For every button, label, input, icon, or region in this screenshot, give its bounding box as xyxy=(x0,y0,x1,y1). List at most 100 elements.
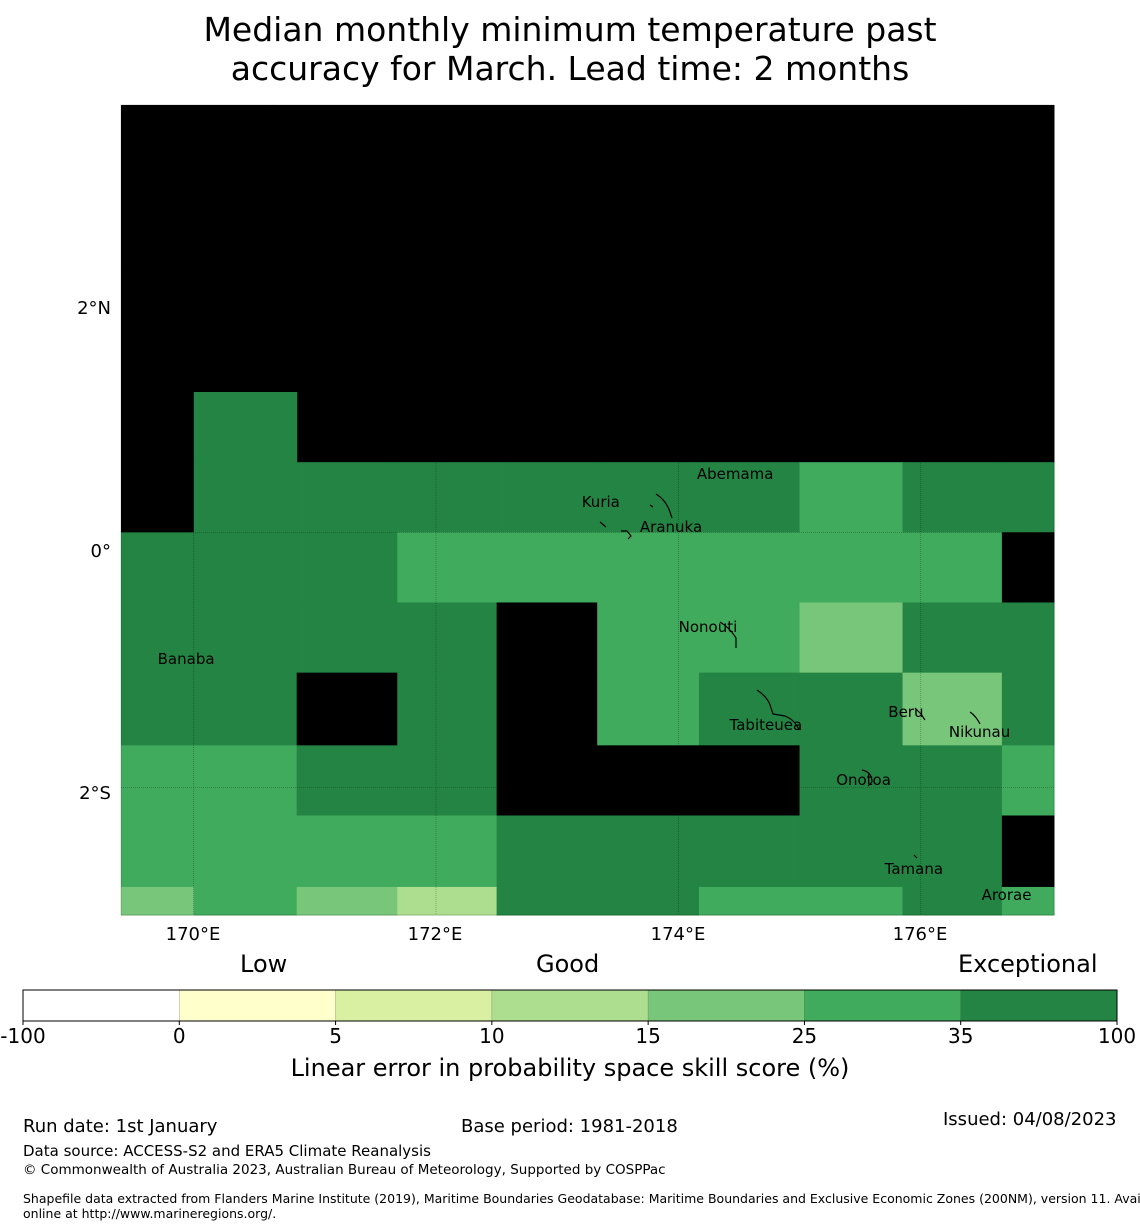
place-label-nonouti: Nonouti xyxy=(678,617,738,636)
skill-cell xyxy=(698,532,801,603)
skill-cell xyxy=(121,602,195,674)
skill-cell xyxy=(397,105,498,463)
skill-cell xyxy=(1001,532,1055,603)
colorbar-segment xyxy=(647,989,805,1022)
skill-cell xyxy=(397,602,498,674)
skill-cell xyxy=(296,745,398,817)
skill-cell xyxy=(597,886,700,916)
place-label-tabiteuea: Tabiteuea xyxy=(729,716,803,735)
skill-cell xyxy=(193,672,298,746)
skill-cell xyxy=(296,886,398,916)
island-outline xyxy=(719,621,737,648)
skill-cell xyxy=(799,602,904,674)
place-label-abemama: Abemama xyxy=(696,464,774,483)
issued-date: Issued: 04/08/2023 xyxy=(943,1109,1117,1130)
skill-cell xyxy=(496,672,598,746)
skill-cell xyxy=(296,815,398,888)
skill-cell xyxy=(397,672,498,746)
lon-label-174e: 174°E xyxy=(650,924,706,945)
place-label-onotoa: Onotoa xyxy=(836,771,891,790)
skill-cell xyxy=(597,815,700,888)
island-outline xyxy=(621,530,632,540)
lon-label-172e: 172°E xyxy=(407,924,463,945)
skill-cell xyxy=(1001,602,1055,674)
skill-cell xyxy=(397,462,498,533)
place-label-aranuka: Aranuka xyxy=(639,518,703,537)
skill-cell xyxy=(902,886,1003,916)
skill-cell xyxy=(902,105,1003,463)
colorbar-label: Linear error in probability space skill … xyxy=(290,1054,850,1082)
skill-cell xyxy=(1001,886,1055,916)
colorbar-tick-label: 100 xyxy=(1097,1024,1137,1048)
skill-cell xyxy=(496,815,598,888)
skill-cell xyxy=(597,532,700,603)
colorbar-tick-label: 15 xyxy=(635,1024,661,1048)
lat-label-2s: 2°S xyxy=(79,783,111,804)
place-label-beru: Beru xyxy=(888,703,924,722)
skill-cell xyxy=(296,672,398,746)
skill-cell xyxy=(397,745,498,817)
island-outline xyxy=(526,165,556,185)
colorbar-segment xyxy=(960,989,1118,1022)
skill-cell xyxy=(296,602,398,674)
skill-cell xyxy=(597,105,700,463)
skill-cell xyxy=(902,602,1003,674)
title-line-1: Median monthly minimum temperature past xyxy=(203,10,937,49)
skill-cell xyxy=(1001,462,1055,533)
skill-cell xyxy=(193,602,298,674)
skill-cell xyxy=(799,672,904,746)
island-outline xyxy=(655,493,673,519)
skill-cell xyxy=(121,532,195,603)
colorbar-head-good: Good xyxy=(536,950,600,978)
skill-cell xyxy=(193,532,298,603)
place-label-kuria: Kuria xyxy=(581,492,620,511)
skill-cell xyxy=(902,672,1003,746)
place-label-nikunau: Nikunau xyxy=(948,722,1011,741)
skill-cell xyxy=(698,815,801,888)
colorbar-head-low: Low xyxy=(240,950,288,978)
colorbar-tick-label: 10 xyxy=(479,1024,505,1048)
lat-label-2n: 2°N xyxy=(77,298,111,319)
island-outline xyxy=(861,769,873,787)
skill-cell xyxy=(193,462,298,533)
skill-cell xyxy=(1001,105,1055,463)
island-outline xyxy=(550,355,579,391)
skill-cell xyxy=(496,745,598,817)
skill-cell xyxy=(698,886,801,916)
run-date: Run date: 1st January xyxy=(23,1116,218,1137)
place-label-abaiang: Abaiang xyxy=(521,283,583,302)
skill-cell xyxy=(496,105,598,463)
skill-cell xyxy=(121,105,195,463)
place-label-maiana: Maiana xyxy=(521,394,576,413)
skill-cell xyxy=(799,105,904,463)
skill-cell xyxy=(296,462,398,533)
place-label-tamana: Tamana xyxy=(884,860,944,879)
data-source: Data source: ACCESS-S2 and ERA5 Climate … xyxy=(23,1142,431,1160)
skill-cell xyxy=(121,672,195,746)
skill-cell xyxy=(902,745,1003,817)
skill-cell xyxy=(902,462,1003,533)
skill-cell xyxy=(121,745,195,817)
skill-cell xyxy=(296,532,398,603)
skill-cell xyxy=(902,815,1003,888)
colorbar-segment xyxy=(491,989,649,1022)
map-frame xyxy=(120,104,1055,916)
lon-label-170e: 170°E xyxy=(165,924,221,945)
skill-cell xyxy=(597,745,700,817)
island-outline xyxy=(969,711,981,725)
colorbar-tick-label: 0 xyxy=(172,1024,186,1048)
skill-cell xyxy=(799,745,904,817)
skill-cell xyxy=(799,462,904,533)
island-outline xyxy=(518,155,523,159)
skill-cell xyxy=(698,745,801,817)
title-line-2: accuracy for March. Lead time: 2 months xyxy=(230,49,910,88)
skill-cell xyxy=(597,602,700,674)
copyright-notice: © Commonwealth of Australia 2023, Austra… xyxy=(23,1162,666,1178)
skill-cell xyxy=(597,672,700,746)
skill-cell xyxy=(698,105,801,463)
skill-cell xyxy=(121,815,195,888)
colorbar-frame xyxy=(22,989,1118,1022)
skill-cell xyxy=(496,886,598,916)
lat-label-0: 0° xyxy=(90,541,111,562)
skill-cell xyxy=(193,392,298,463)
